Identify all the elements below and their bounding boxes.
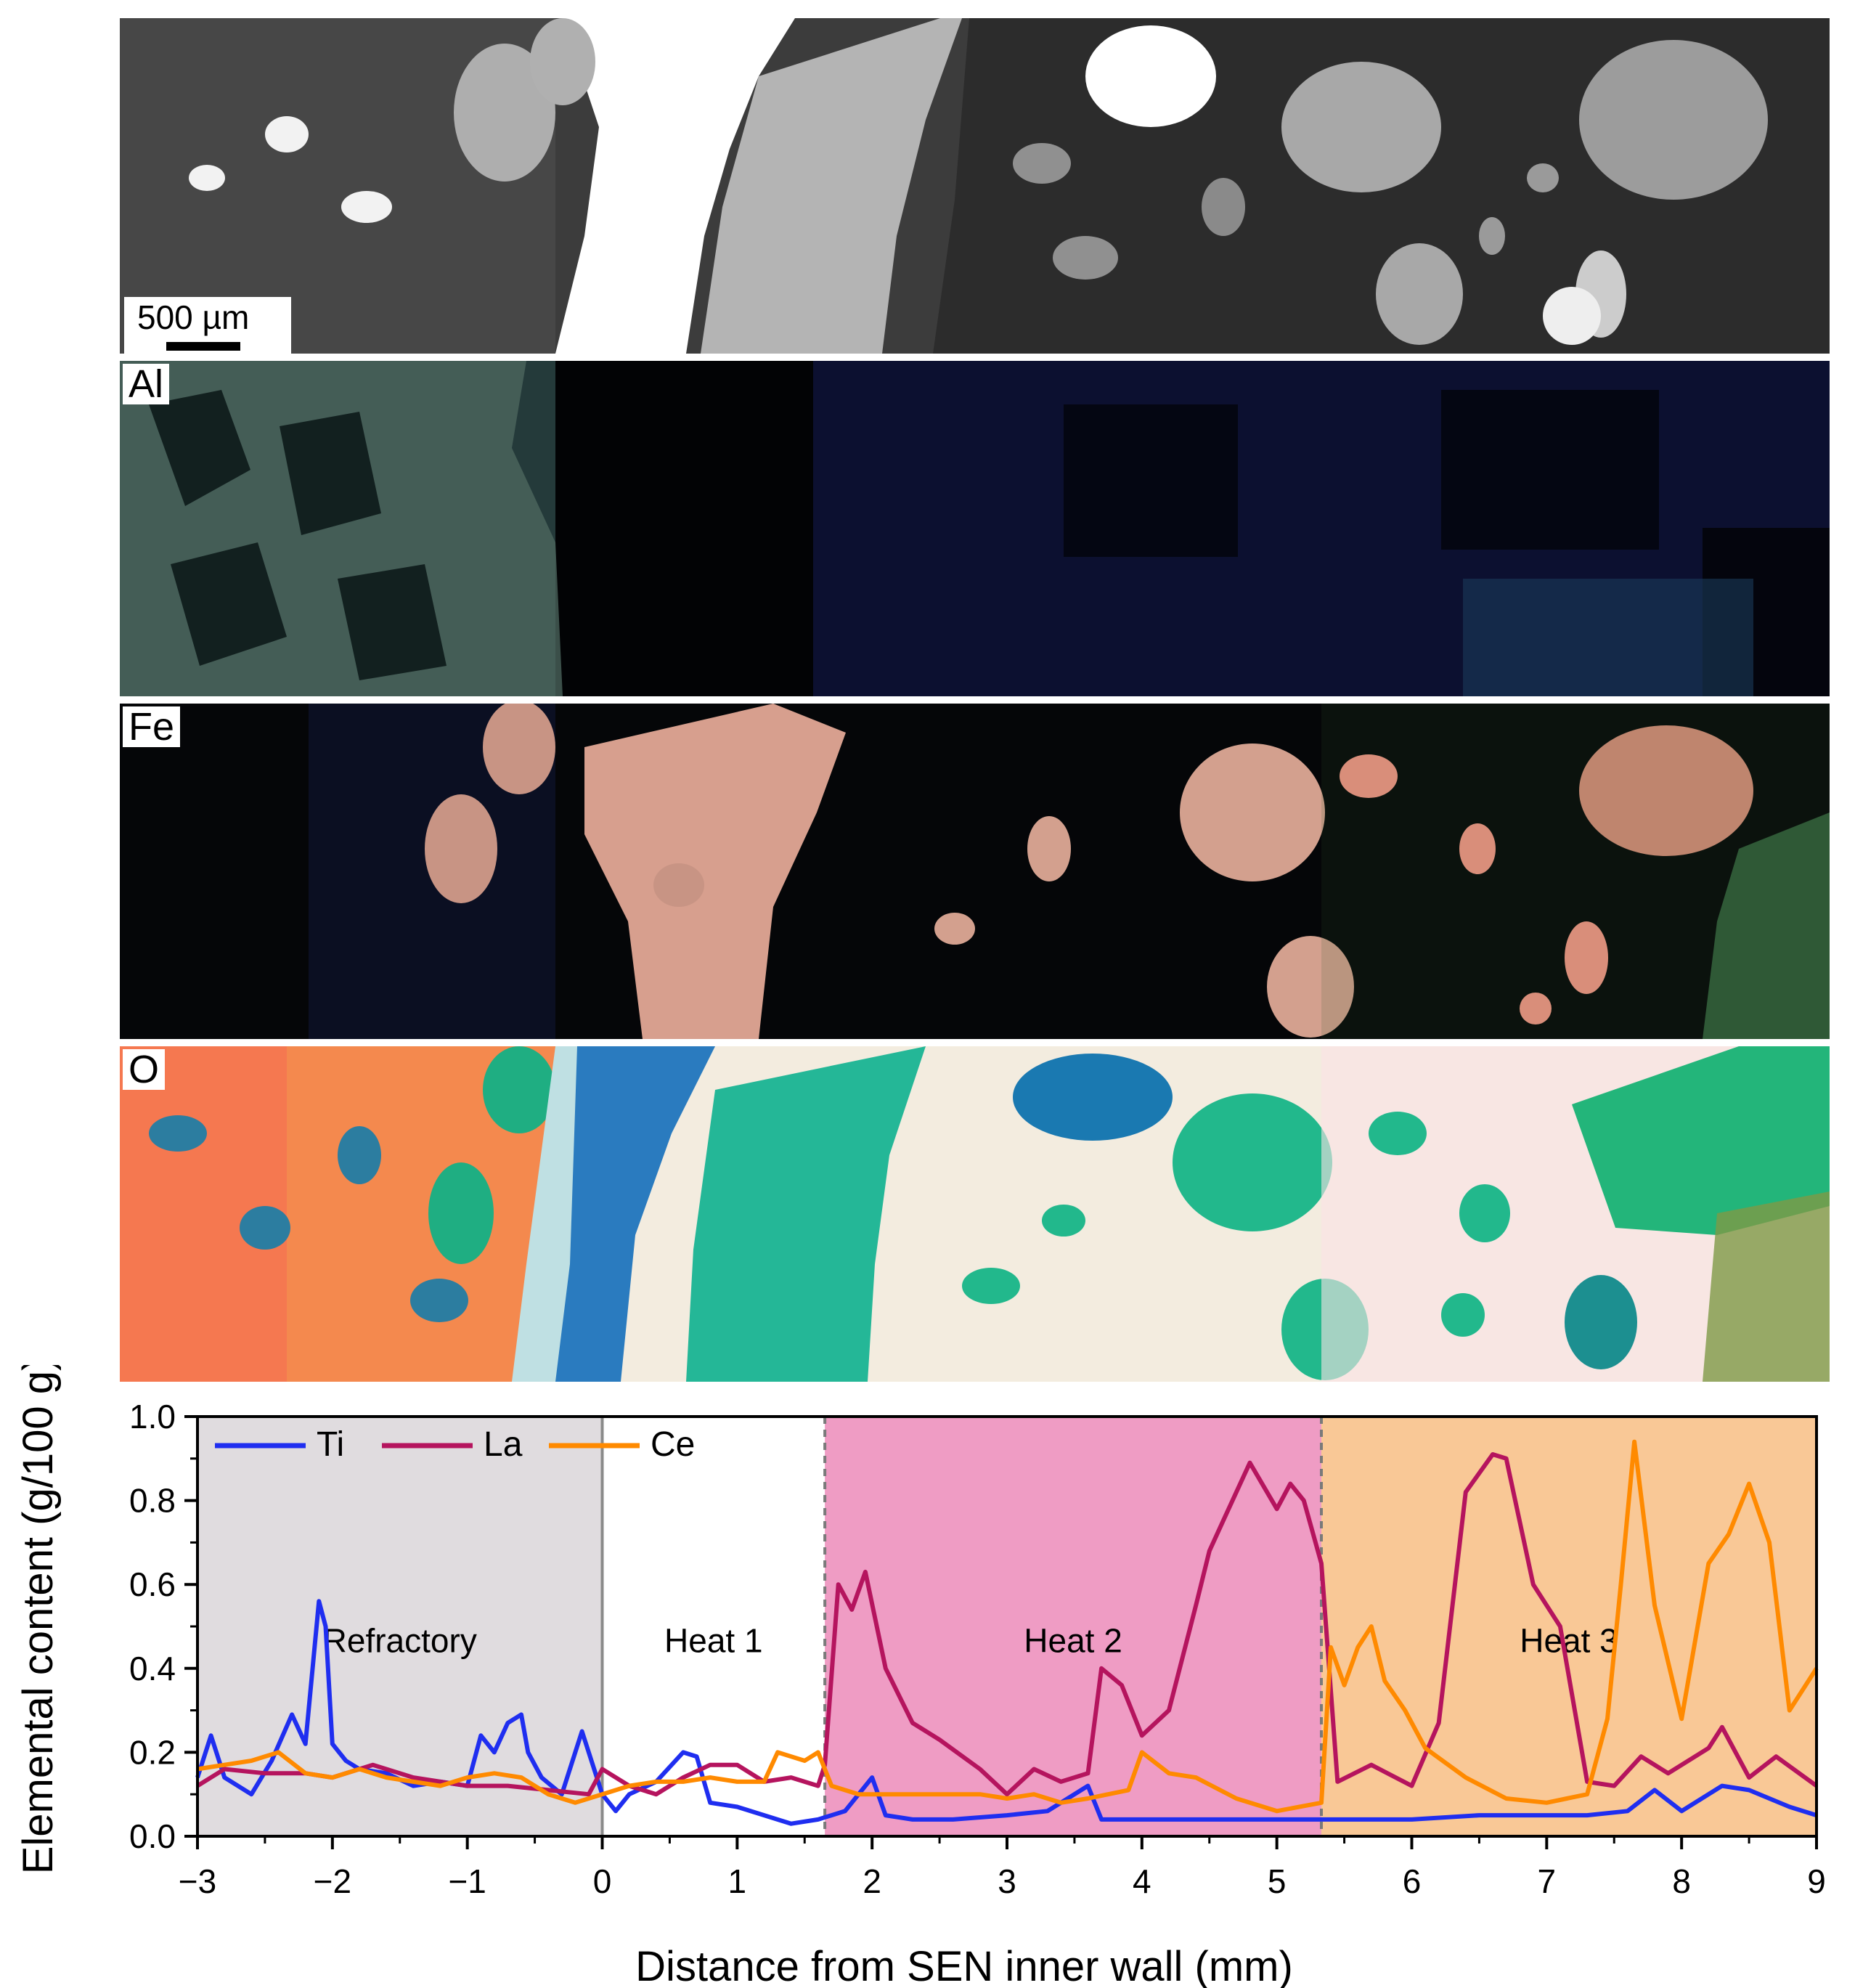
sem-image-panel: 500 µm — [120, 18, 1830, 354]
legend-label-ce: Ce — [651, 1425, 695, 1464]
y-tick-label: 0.6 — [129, 1565, 176, 1603]
x-tick-label: 2 — [863, 1862, 881, 1900]
fe-eds-map — [120, 704, 1830, 1039]
scale-bar-line — [166, 342, 240, 351]
y-tick-label: 0.2 — [129, 1733, 176, 1771]
x-tick-label: 5 — [1268, 1862, 1287, 1900]
x-tick-label: 7 — [1538, 1862, 1557, 1900]
x-tick-label: −3 — [179, 1862, 216, 1900]
x-tick-label: 1 — [728, 1862, 747, 1900]
region-label-heat-3: Heat 3 — [1520, 1621, 1618, 1659]
region-label-heat-2: Heat 2 — [1024, 1621, 1122, 1659]
y-axis-label: Elemental content (g/100 g) — [15, 1365, 62, 1874]
al-map-label: Al — [123, 364, 170, 404]
fe-map-label: Fe — [123, 706, 181, 747]
chart-legend: Ti La Ce — [215, 1425, 695, 1464]
y-tick-label: 0.0 — [129, 1817, 176, 1855]
x-tick-label: 8 — [1672, 1862, 1691, 1900]
series-line-ce — [197, 1439, 1819, 1814]
o-eds-map — [120, 1046, 1830, 1382]
fe-map-panel: Fe — [120, 704, 1830, 1039]
series-line-ti — [195, 1599, 1817, 1826]
region-labels: Refractory Heat 1 Heat 2 Heat 3 — [323, 1621, 1618, 1659]
legend-label-la: La — [484, 1425, 523, 1464]
sem-backscatter-image — [120, 18, 1830, 354]
y-tick-label: 1.0 — [129, 1398, 176, 1435]
o-map-label: O — [123, 1049, 166, 1090]
y-tick-label: 0.4 — [129, 1650, 176, 1687]
o-map-panel: O — [120, 1046, 1830, 1382]
x-tick-label: 6 — [1403, 1862, 1422, 1900]
legend-label-ti: Ti — [317, 1425, 344, 1464]
series-line-la — [196, 1452, 1818, 1797]
x-tick-label: 0 — [593, 1862, 612, 1900]
x-tick-label: −1 — [448, 1862, 486, 1900]
scale-bar: 500 µm — [124, 297, 291, 354]
region-heat-3 — [1321, 1417, 1817, 1836]
al-eds-map — [120, 361, 1830, 696]
chart-axes: −3 −2 −1 0 1 2 3 4 5 6 7 8 9 0.0 0.2 0.4 0.6 0.8 1.0 — [129, 1398, 1826, 1900]
x-tick-label: 4 — [1133, 1862, 1151, 1900]
x-tick-label: −2 — [314, 1862, 351, 1900]
y-tick-label: 0.8 — [129, 1482, 176, 1520]
region-label-heat-1: Heat 1 — [664, 1621, 763, 1659]
x-tick-label: 3 — [998, 1862, 1016, 1900]
x-tick-label: 9 — [1807, 1862, 1826, 1900]
series-lines — [195, 1439, 1819, 1826]
x-axis-label: Distance from SEN inner wall (mm) — [635, 1943, 1293, 1988]
region-label-refractory: Refractory — [323, 1621, 477, 1659]
al-map-panel: Al — [120, 361, 1830, 696]
elemental-content-chart: Refractory Heat 1 Heat 2 Heat 3 −3 −2 −1 0 1 2 3 4… — [15, 1365, 1826, 1988]
scale-bar-label: 500 µm — [137, 298, 250, 336]
